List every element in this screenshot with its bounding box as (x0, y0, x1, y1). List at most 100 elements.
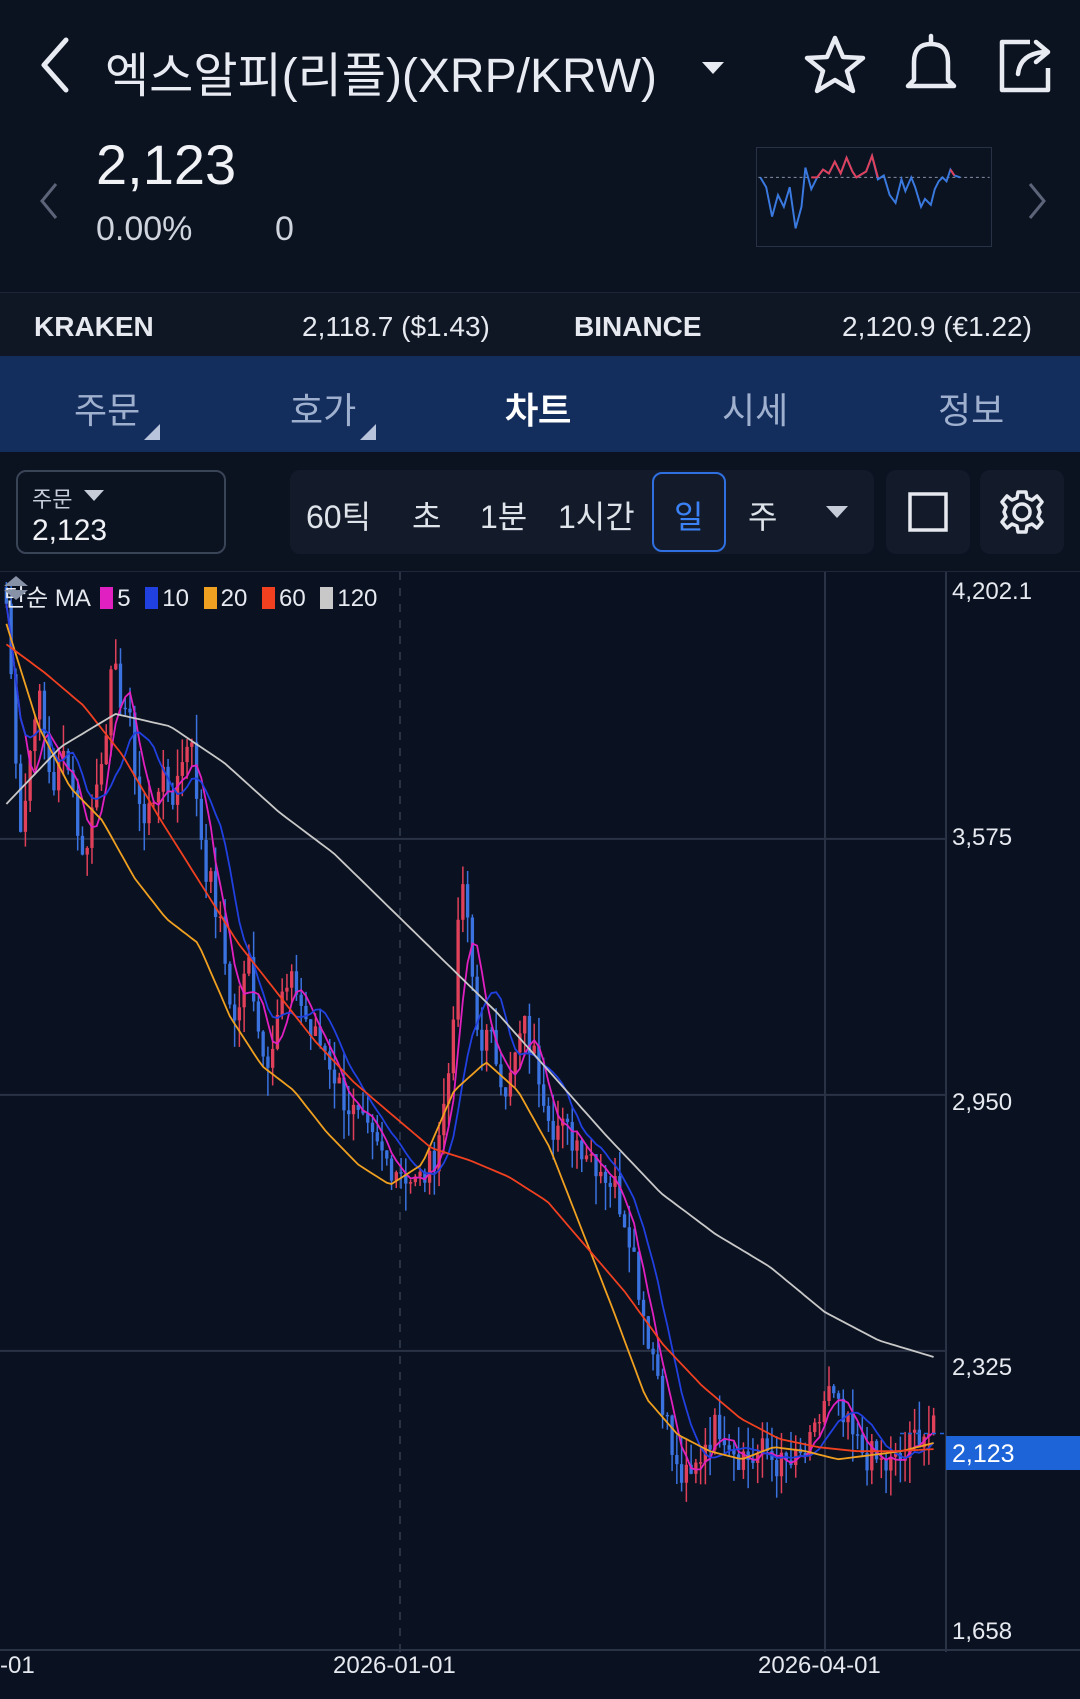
interval-day[interactable]: 일 (674, 499, 704, 535)
candle-body (741, 1451, 746, 1470)
interval-second[interactable]: 초 (412, 499, 442, 535)
candle-body (570, 1122, 574, 1151)
dropdown-caret-icon[interactable] (700, 58, 726, 78)
candle-body (366, 1113, 370, 1123)
candle-body (313, 1026, 318, 1036)
candle-body (104, 735, 108, 765)
y-tick-label: 2,325 (952, 1354, 1013, 1381)
candle-body (865, 1453, 869, 1471)
prev-arrow-icon[interactable] (34, 178, 64, 224)
ma60-swatch (261, 587, 275, 609)
candle-body (879, 1458, 883, 1460)
candle-body (917, 1429, 922, 1448)
tab-market[interactable]: 시세 (722, 390, 789, 431)
header: 엑스알피(리플)(XRP/KRW) (0, 0, 1080, 130)
ma-legend-title: 단순 MA (4, 585, 90, 612)
fullscreen-button[interactable] (886, 470, 970, 554)
candle-body (418, 1171, 422, 1177)
candle-body (532, 1045, 536, 1054)
candle-body (218, 916, 223, 919)
next-arrow-icon[interactable] (1022, 178, 1052, 224)
tab-orderbook[interactable]: 호가 (290, 390, 357, 431)
interval-week[interactable]: 주 (748, 499, 778, 535)
star-icon[interactable] (800, 30, 870, 100)
candle-body (299, 994, 303, 1006)
candle-body (760, 1438, 765, 1455)
candle-body (622, 1214, 627, 1228)
candle-body (423, 1171, 427, 1183)
candle-body (608, 1182, 612, 1187)
candle-body (836, 1393, 841, 1399)
bell-icon[interactable] (896, 30, 966, 100)
candle-body (251, 957, 256, 1002)
candle-body (66, 750, 70, 770)
candle-body (813, 1422, 817, 1433)
candle-body (175, 775, 180, 805)
candle-body (351, 1104, 356, 1115)
chart-resize-handle-icon[interactable] (0, 572, 32, 604)
candle-body (832, 1386, 836, 1394)
ma10-label: 10 (162, 585, 189, 612)
chart-toolbar: 주문 2,123 60틱 초 1분 1시간 일 주 (0, 452, 1080, 572)
candle-body (480, 1029, 484, 1051)
candle-body (446, 1073, 451, 1104)
candle-body (736, 1454, 741, 1470)
candle-body (71, 769, 75, 791)
candle-body (627, 1227, 631, 1248)
candle-body (123, 707, 127, 710)
candle-body (584, 1155, 589, 1160)
ma60-line (5, 643, 934, 1453)
tab-order-corner-icon (144, 424, 160, 440)
candle-body (37, 690, 42, 720)
order-dropdown-icon (84, 490, 104, 501)
candle-body (684, 1464, 689, 1483)
interval-1min[interactable]: 1분 (480, 499, 528, 535)
candle-body (518, 1033, 522, 1053)
candle-body (851, 1413, 855, 1435)
candle-body (589, 1154, 593, 1156)
candlestick-chart[interactable] (0, 572, 1080, 1699)
candle-body (375, 1132, 379, 1142)
candle-body (551, 1120, 555, 1140)
tab-order[interactable]: 주문 (74, 390, 141, 431)
settings-button[interactable] (980, 470, 1064, 554)
page-title[interactable]: 엑스알피(리플)(XRP/KRW) (105, 50, 658, 103)
candle-body (475, 976, 479, 1030)
x-tick-label: -01 (0, 1652, 35, 1679)
candle-body (565, 1118, 570, 1123)
candle-body (275, 1014, 280, 1049)
candle-body (404, 1173, 408, 1184)
candle-body (161, 766, 165, 792)
candle-body (523, 1015, 527, 1034)
candle-body (95, 784, 99, 808)
candle-body (746, 1451, 750, 1460)
candle-body (908, 1432, 912, 1458)
interval-more-icon[interactable] (826, 506, 848, 518)
candle-body (185, 746, 189, 763)
interval-60tick[interactable]: 60틱 (306, 499, 372, 535)
share-icon[interactable] (990, 30, 1060, 100)
candle-body (347, 1110, 351, 1115)
back-chevron-icon[interactable] (28, 30, 84, 100)
candle-body (332, 1069, 337, 1084)
tab-chart[interactable]: 차트 (505, 390, 572, 431)
candle-body (171, 791, 175, 805)
candle-body (280, 991, 284, 1015)
last-price-badge: 2,123 (946, 1436, 1080, 1470)
candle-body (855, 1434, 860, 1436)
candle-body (232, 1004, 237, 1021)
candle-body (779, 1452, 784, 1477)
candle-body (489, 1029, 494, 1032)
price-chart[interactable]: 단순 MA 5 10 20 60 120 4,202.1 3,575 2,950… (0, 572, 1080, 1699)
tab-info[interactable]: 정보 (938, 390, 1005, 431)
candle-body (556, 1125, 560, 1140)
candle-body (889, 1456, 893, 1471)
kraken-price: 2,118.7 ($1.43) (302, 311, 490, 342)
candle-body (389, 1158, 394, 1181)
candle-body (874, 1441, 879, 1460)
candle-body (128, 708, 132, 713)
y-tick-label: 3,575 (952, 824, 1013, 851)
order-price-box[interactable]: 주문 2,123 (16, 470, 226, 554)
interval-1hour[interactable]: 1시간 (558, 499, 635, 535)
candle-body (694, 1462, 698, 1474)
